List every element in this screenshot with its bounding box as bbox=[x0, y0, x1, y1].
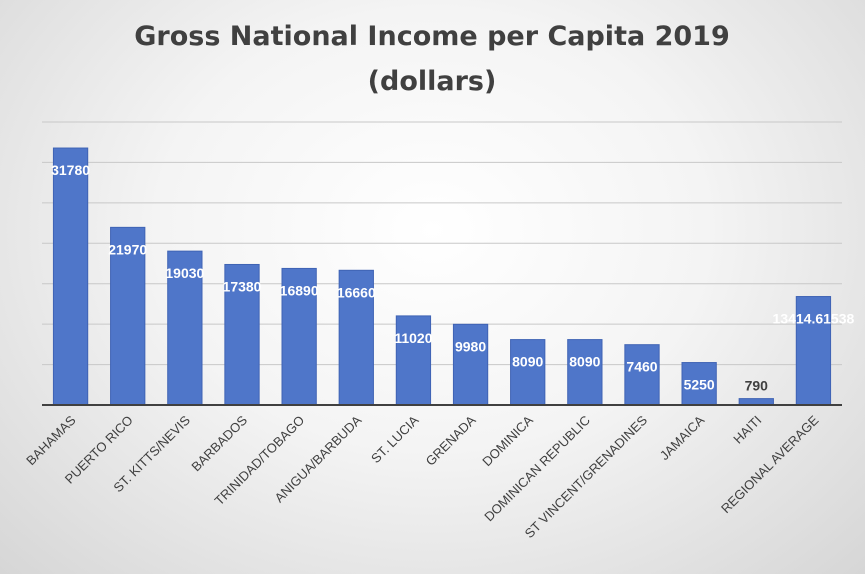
category-label: JAMAICA bbox=[657, 412, 708, 463]
data-label: 16890 bbox=[280, 282, 319, 298]
bar bbox=[624, 344, 660, 406]
category-label: GRENADA bbox=[423, 412, 479, 468]
category-label: DOMINICAN REPUBLIC bbox=[481, 413, 593, 525]
data-label: 16660 bbox=[337, 284, 376, 300]
category-label: BAHAMAS bbox=[23, 412, 79, 468]
data-label: 7460 bbox=[626, 359, 657, 375]
bar bbox=[681, 362, 717, 406]
bar bbox=[395, 315, 432, 406]
bar bbox=[510, 339, 546, 406]
chart-subtitle: (dollars) bbox=[368, 66, 497, 97]
bar bbox=[281, 267, 317, 406]
data-label: 8090 bbox=[512, 354, 543, 370]
data-label: 9980 bbox=[455, 338, 486, 354]
gridlines bbox=[42, 121, 842, 366]
data-label: 21970 bbox=[108, 241, 147, 257]
data-label: 31780 bbox=[51, 162, 90, 178]
data-label: 8090 bbox=[569, 354, 600, 370]
bar bbox=[110, 226, 146, 406]
category-label: BARBADOS bbox=[188, 412, 250, 474]
data-label: 19030 bbox=[165, 265, 204, 281]
data-labels: 31780 21970 19030 17380 16890 16660 11020 9980 8… bbox=[51, 162, 854, 394]
bar bbox=[167, 250, 203, 406]
bars bbox=[52, 147, 832, 406]
bar bbox=[452, 323, 489, 406]
data-label: 5250 bbox=[684, 377, 715, 393]
category-label: ST VINCENT/GRENADINES bbox=[522, 412, 651, 541]
category-label: ST. LUCIA bbox=[368, 412, 422, 466]
bar bbox=[338, 269, 374, 406]
category-label: DOMINICA bbox=[479, 412, 536, 469]
data-label: 790 bbox=[745, 378, 769, 394]
bar bbox=[52, 147, 89, 406]
data-label: 17380 bbox=[223, 278, 262, 294]
data-label: 13414.61538 bbox=[773, 311, 855, 327]
chart-title: Gross National Income per Capita 2019 bbox=[134, 21, 730, 52]
category-label: REGIONAL AVERAGE bbox=[718, 412, 822, 516]
category-label: HAITI bbox=[730, 413, 764, 447]
bar bbox=[567, 339, 603, 406]
data-label: 11020 bbox=[394, 330, 432, 346]
bar bbox=[224, 263, 260, 406]
